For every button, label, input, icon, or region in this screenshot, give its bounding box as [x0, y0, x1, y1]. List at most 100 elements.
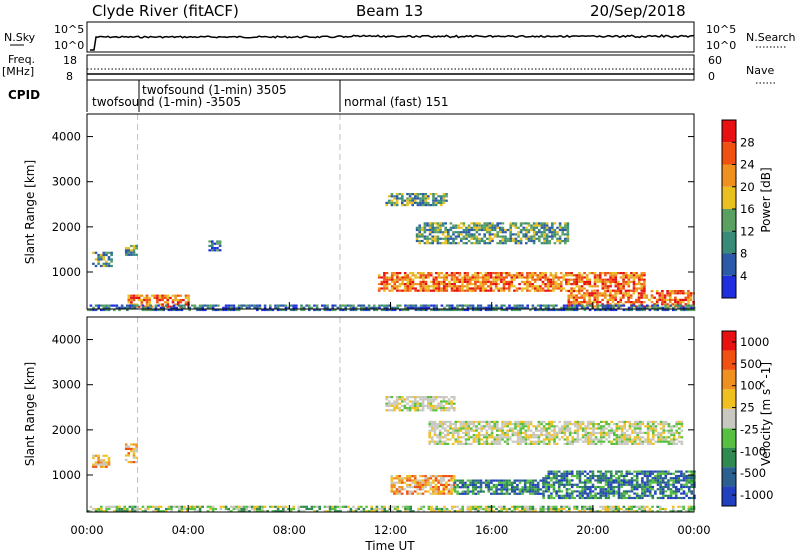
- heat-cell: [601, 308, 605, 312]
- heat-cell: [672, 436, 676, 439]
- heat-cell: [520, 272, 524, 275]
- heat-cell: [388, 283, 391, 286]
- heat-cell: [690, 510, 693, 513]
- heat-cell: [630, 272, 633, 275]
- heat-cell: [682, 483, 686, 486]
- heat-cell: [495, 306, 498, 309]
- heat-cell: [107, 459, 111, 462]
- heat-cell: [544, 272, 547, 275]
- heat-cell: [440, 289, 443, 292]
- heat-cell: [432, 199, 435, 202]
- heat-cell: [552, 472, 556, 475]
- heat-cell: [681, 292, 685, 295]
- heat-cell: [132, 443, 136, 446]
- heat-cell: [477, 423, 481, 426]
- heat-cell: [572, 303, 576, 306]
- heat-cell: [584, 431, 587, 434]
- heat-cell: [604, 496, 608, 500]
- heat-cell: [663, 296, 667, 299]
- heat-cell: [347, 304, 350, 307]
- heat-cell: [132, 450, 136, 453]
- heat-cell: [572, 280, 576, 283]
- heat-cell: [561, 226, 564, 229]
- heat-cell: [669, 496, 673, 500]
- heat-cell: [445, 287, 449, 290]
- heat-cell: [132, 251, 136, 254]
- heat-cell: [661, 479, 665, 482]
- heat-cell: [135, 445, 138, 448]
- heat-cell: [449, 228, 453, 232]
- heat-cell: [624, 290, 628, 293]
- heat-cell: [474, 510, 477, 513]
- heat-cell: [391, 505, 394, 508]
- heat-cell: [630, 507, 633, 511]
- heat-cell: [651, 494, 655, 497]
- heat-cell: [620, 442, 624, 445]
- heat-cell: [568, 507, 571, 511]
- heat-cell: [580, 303, 584, 306]
- heat-cell: [419, 507, 423, 511]
- heat-cell: [682, 306, 685, 309]
- heat-cell: [143, 296, 146, 299]
- heat-cell: [482, 306, 485, 309]
- heat-cell: [432, 278, 436, 281]
- heat-cell: [388, 505, 392, 508]
- heat-cell: [585, 280, 589, 283]
- heat-cell: [648, 510, 652, 513]
- heat-cell: [447, 239, 450, 243]
- heat-cell: [442, 285, 446, 288]
- heat-cell: [362, 507, 366, 511]
- heat-cell: [385, 204, 388, 207]
- heat-cell: [652, 429, 655, 432]
- heat-cell: [546, 283, 550, 286]
- heat-cell: [529, 434, 533, 437]
- heat-cell: [605, 423, 608, 426]
- heat-cell: [158, 294, 162, 297]
- heat-cell: [128, 306, 132, 309]
- heat-cell: [601, 283, 605, 286]
- heat-cell: [591, 494, 595, 497]
- heat-cell: [659, 470, 662, 473]
- heat-cell: [442, 201, 446, 204]
- heat-cell: [428, 242, 432, 245]
- heat-cell: [427, 507, 431, 511]
- heat-cell: [406, 193, 409, 196]
- heat-cell: [411, 278, 415, 281]
- heat-cell: [604, 505, 607, 508]
- heat-cell: [529, 510, 532, 513]
- heat-cell: [442, 492, 446, 495]
- heat-cell: [422, 285, 425, 288]
- heat-cell: [403, 285, 407, 288]
- heat-cell: [607, 507, 610, 511]
- heat-cell: [424, 199, 427, 202]
- heat-cell: [444, 423, 447, 426]
- heat-cell: [594, 492, 597, 495]
- heat-cell: [640, 272, 644, 275]
- heat-cell: [449, 438, 452, 441]
- heat-cell: [422, 278, 425, 281]
- heat-cell: [432, 195, 435, 198]
- heat-cell: [568, 306, 571, 309]
- heat-cell: [470, 420, 473, 423]
- heat-cell: [570, 287, 573, 290]
- heat-cell: [463, 276, 467, 279]
- heat-cell: [538, 228, 541, 232]
- heat-cell: [422, 510, 425, 513]
- heat-cell: [445, 402, 448, 405]
- heat-cell: [460, 237, 463, 240]
- heat-cell: [643, 278, 646, 281]
- heat-cell: [94, 461, 98, 464]
- heat-cell: [588, 505, 592, 508]
- heat-cell: [472, 429, 476, 432]
- heat-cell: [466, 486, 470, 489]
- heat-cell: [486, 228, 489, 232]
- heat-cell: [406, 306, 410, 309]
- heat-cell: [459, 423, 463, 426]
- heat-cell: [632, 290, 636, 293]
- heat-cell: [536, 276, 540, 279]
- heat-cell: [606, 298, 610, 301]
- heat-cell: [534, 479, 537, 482]
- heat-cell: [526, 272, 529, 275]
- heat-cell: [193, 304, 197, 307]
